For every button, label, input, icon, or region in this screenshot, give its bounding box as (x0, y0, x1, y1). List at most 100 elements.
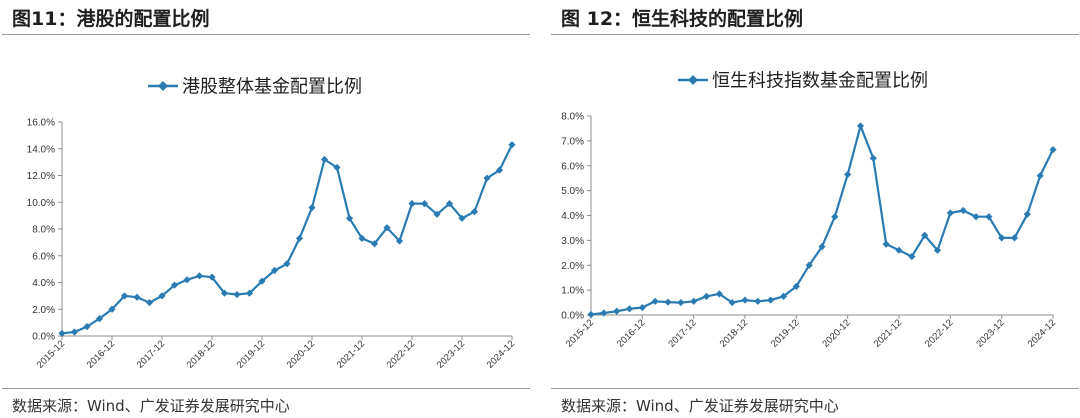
legend-label: 港股整体基金配置比例 (182, 77, 362, 98)
data-point (420, 199, 429, 208)
x-tick-label: 2015-12 (564, 317, 596, 349)
y-tick-label: 3.0% (561, 236, 584, 247)
data-point (333, 163, 341, 172)
legend: 恒生科技指数基金配置比例 (678, 71, 928, 92)
data-point (895, 246, 903, 254)
x-tick-label: 2018-12 (185, 338, 217, 370)
x-tick-label: 2016-12 (615, 317, 647, 349)
data-point (170, 281, 179, 289)
data-point (908, 252, 916, 261)
x-tick-label: 2020-12 (285, 338, 317, 370)
data-point (946, 209, 954, 217)
data-point (690, 297, 698, 305)
data-point (1023, 210, 1031, 218)
data-point (433, 210, 441, 218)
data-point (844, 170, 852, 179)
y-tick-label: 0.0% (561, 311, 584, 322)
data-point (741, 296, 749, 304)
data-point (587, 310, 595, 319)
data-point (58, 329, 66, 337)
data-point (470, 208, 479, 216)
data-point (767, 296, 775, 304)
data-point (754, 297, 762, 305)
data-point (985, 213, 993, 221)
data-point (395, 237, 404, 245)
data-point (972, 213, 980, 221)
data-point (921, 231, 929, 239)
source-divider (551, 388, 1079, 389)
data-point (120, 292, 129, 300)
series (587, 122, 1057, 319)
data-point (1036, 172, 1044, 180)
data-point (508, 141, 516, 149)
data-point (483, 174, 491, 182)
y-tick-label: 14.0% (27, 144, 55, 155)
title-divider (2, 34, 530, 35)
data-point (95, 315, 104, 323)
data-point (195, 272, 204, 280)
figure-12-panel: 图 12：恒生科技的配置比例 恒生科技指数基金配置比例 0.0% 1.0% 2.0% 3… (551, 0, 1079, 418)
y-tick-label: 4.0% (561, 211, 584, 222)
x-tick-label: 2024-12 (485, 338, 517, 370)
figure-11-panel: 图11：港股的配置比例 港股整体基金配置比例 0.0% 2.0% 4.0% 6.0% 8.… (2, 0, 530, 418)
y-axis: 0.0% 1.0% 2.0% 3.0% 4.0% 5.0% 6.0% 7.0% 8.0% (561, 112, 592, 322)
data-point (358, 234, 366, 242)
data-point (320, 155, 329, 164)
x-tick-label: 2017-12 (666, 317, 698, 349)
hk-stock-allocation-chart: 港股整体基金配置比例 0.0% 2.0% 4.0% 6.0% 8.0% 10.0% 12.0%… (27, 77, 517, 371)
title-divider (551, 34, 1079, 35)
data-point (145, 298, 154, 307)
data-point (245, 289, 254, 297)
data-point (408, 199, 416, 208)
data-point (495, 166, 504, 174)
hang-seng-tech-allocation-chart: 恒生科技指数基金配置比例 0.0% 1.0% 2.0% 3.0% 4.0% 5.0% 6.0%… (561, 71, 1058, 350)
data-point (805, 261, 813, 269)
source-note: 数据来源：Wind、广发证券发展研究中心 (12, 397, 290, 415)
x-tick-label: 2022-12 (923, 317, 955, 349)
y-tick-label: 10.0% (27, 198, 55, 209)
legend-marker-swatch (688, 75, 698, 85)
data-point (83, 323, 91, 331)
data-point (856, 122, 865, 130)
data-point (869, 154, 877, 162)
data-point (625, 305, 634, 313)
y-tick-label: 2.0% (32, 305, 55, 316)
figure-title: 图 12：恒生科技的配置比例 (561, 8, 804, 30)
data-point (613, 307, 621, 315)
data-point (108, 305, 116, 313)
x-tick-label: 2018-12 (718, 317, 750, 349)
x-tick-label: 2020-12 (820, 317, 852, 349)
data-point (445, 199, 454, 208)
x-tick-label: 2022-12 (385, 338, 417, 370)
x-tick-label: 2019-12 (769, 317, 801, 349)
x-tick-label: 2021-12 (335, 338, 367, 370)
data-point (308, 204, 316, 212)
y-tick-label: 5.0% (561, 186, 584, 197)
y-tick-label: 8.0% (561, 112, 584, 123)
series (58, 141, 516, 337)
x-tick-label: 2019-12 (235, 338, 267, 370)
data-point (233, 290, 241, 299)
figure-title: 图11：港股的配置比例 (12, 8, 210, 30)
data-point (998, 234, 1006, 242)
y-tick-label: 2.0% (561, 261, 584, 272)
data-point (1010, 234, 1019, 242)
data-point (818, 242, 826, 251)
data-point (158, 292, 166, 300)
series-line (590, 124, 1054, 316)
data-point (133, 293, 141, 301)
x-tick-label: 2015-12 (35, 338, 67, 370)
data-point (383, 224, 391, 232)
x-axis: 2015-12 2016-12 2017-12 2018-12 2019-12 2020-… (564, 314, 1058, 350)
source-divider (2, 388, 530, 389)
legend: 港股整体基金配置比例 (148, 77, 362, 98)
data-point (882, 240, 890, 248)
y-tick-label: 12.0% (27, 171, 55, 182)
data-point (458, 214, 466, 222)
x-tick-label: 2023-12 (974, 317, 1006, 349)
data-point (220, 289, 229, 297)
data-point (702, 292, 711, 300)
data-point (651, 297, 659, 305)
y-axis: 0.0% 2.0% 4.0% 6.0% 8.0% 10.0% 12.0% 14.0% 16.0% (27, 118, 63, 343)
data-point (295, 234, 304, 242)
